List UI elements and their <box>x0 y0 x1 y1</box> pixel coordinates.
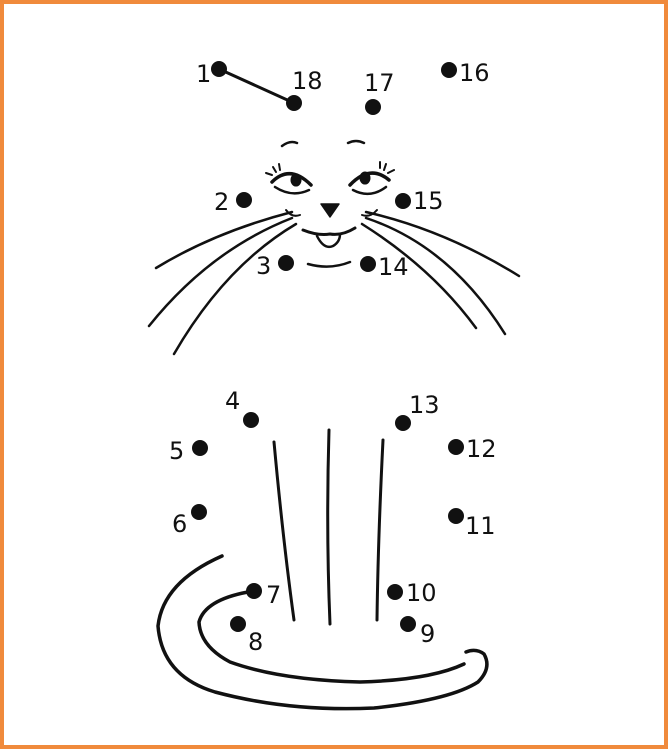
label-10: 10 <box>406 579 437 607</box>
label-2: 2 <box>214 188 229 216</box>
label-14: 14 <box>378 253 409 281</box>
dot-18[interactable] <box>286 95 302 111</box>
dot-1[interactable] <box>211 61 227 77</box>
dot-2[interactable] <box>236 192 252 208</box>
dot-4[interactable] <box>243 412 259 428</box>
label-7: 7 <box>266 581 281 609</box>
dot-9[interactable] <box>400 616 416 632</box>
whiskers <box>147 210 521 356</box>
cat-face <box>265 139 395 268</box>
label-15: 15 <box>413 187 444 215</box>
left-eye <box>265 163 313 195</box>
label-4: 4 <box>225 387 240 415</box>
label-3: 3 <box>256 252 271 280</box>
label-1: 1 <box>196 60 211 88</box>
dot-labels: 1 2 3 4 5 6 7 8 9 10 11 12 13 14 15 16 1… <box>169 59 497 656</box>
label-6: 6 <box>172 510 187 538</box>
connected-line-1-18 <box>217 67 296 105</box>
dot-15[interactable] <box>395 193 411 209</box>
label-8: 8 <box>248 628 263 656</box>
dot-6[interactable] <box>191 504 207 520</box>
dot-5[interactable] <box>192 440 208 456</box>
dot-12[interactable] <box>448 439 464 455</box>
label-12: 12 <box>466 435 497 463</box>
label-5: 5 <box>169 437 184 465</box>
dots <box>191 61 464 632</box>
label-11: 11 <box>465 512 496 540</box>
mouth <box>301 226 357 236</box>
cat-tail <box>156 554 489 711</box>
label-16: 16 <box>459 59 490 87</box>
right-eye <box>348 161 395 196</box>
dot-7[interactable] <box>246 583 262 599</box>
cat-body-lines <box>272 428 385 626</box>
label-9: 9 <box>420 620 435 648</box>
dot-3[interactable] <box>278 255 294 271</box>
dot-16[interactable] <box>441 62 457 78</box>
dot-11[interactable] <box>448 508 464 524</box>
nose <box>320 203 340 218</box>
dot-14[interactable] <box>360 256 376 272</box>
label-13: 13 <box>409 391 440 419</box>
dot-13[interactable] <box>395 415 411 431</box>
tongue <box>315 232 342 249</box>
dot-10[interactable] <box>387 584 403 600</box>
label-18: 18 <box>292 67 323 95</box>
dot-17[interactable] <box>365 99 381 115</box>
label-17: 17 <box>364 69 395 97</box>
dot-8[interactable] <box>230 616 246 632</box>
